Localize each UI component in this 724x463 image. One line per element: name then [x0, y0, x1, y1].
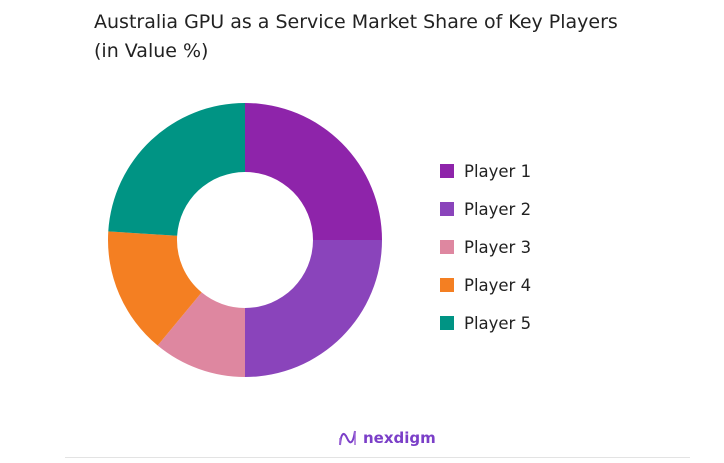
chart-title: Australia GPU as a Service Market Share … — [94, 11, 618, 62]
legend-label: Player 1 — [464, 161, 532, 181]
legend-item-3: Player 3 — [440, 228, 531, 266]
legend-item-5: Player 5 — [440, 304, 531, 342]
legend-swatch — [440, 316, 454, 330]
legend-item-2: Player 2 — [440, 190, 531, 228]
legend-label: Player 3 — [464, 237, 532, 257]
legend-swatch — [440, 240, 454, 254]
legend: Player 1 Player 2 Player 3 Player 4 Player 5 — [440, 152, 531, 342]
legend-swatch — [440, 202, 454, 216]
donut-slice-1 — [245, 103, 382, 240]
legend-swatch — [440, 164, 454, 178]
donut-slice-4 — [108, 231, 202, 346]
legend-item-1: Player 1 — [440, 152, 531, 190]
divider — [65, 457, 690, 458]
legend-label: Player 4 — [464, 275, 532, 295]
donut-slice-5 — [108, 103, 245, 236]
nexdigm-logo: nexdigm — [338, 428, 436, 448]
nexdigm-logo-icon — [339, 430, 356, 446]
donut-slice-2 — [245, 240, 382, 377]
legend-label: Player 2 — [464, 199, 532, 219]
logo-text: nexdigm — [363, 429, 436, 447]
donut-slice-3 — [157, 292, 245, 377]
legend-label: Player 5 — [464, 313, 532, 333]
legend-item-4: Player 4 — [440, 266, 531, 304]
legend-swatch — [440, 278, 454, 292]
